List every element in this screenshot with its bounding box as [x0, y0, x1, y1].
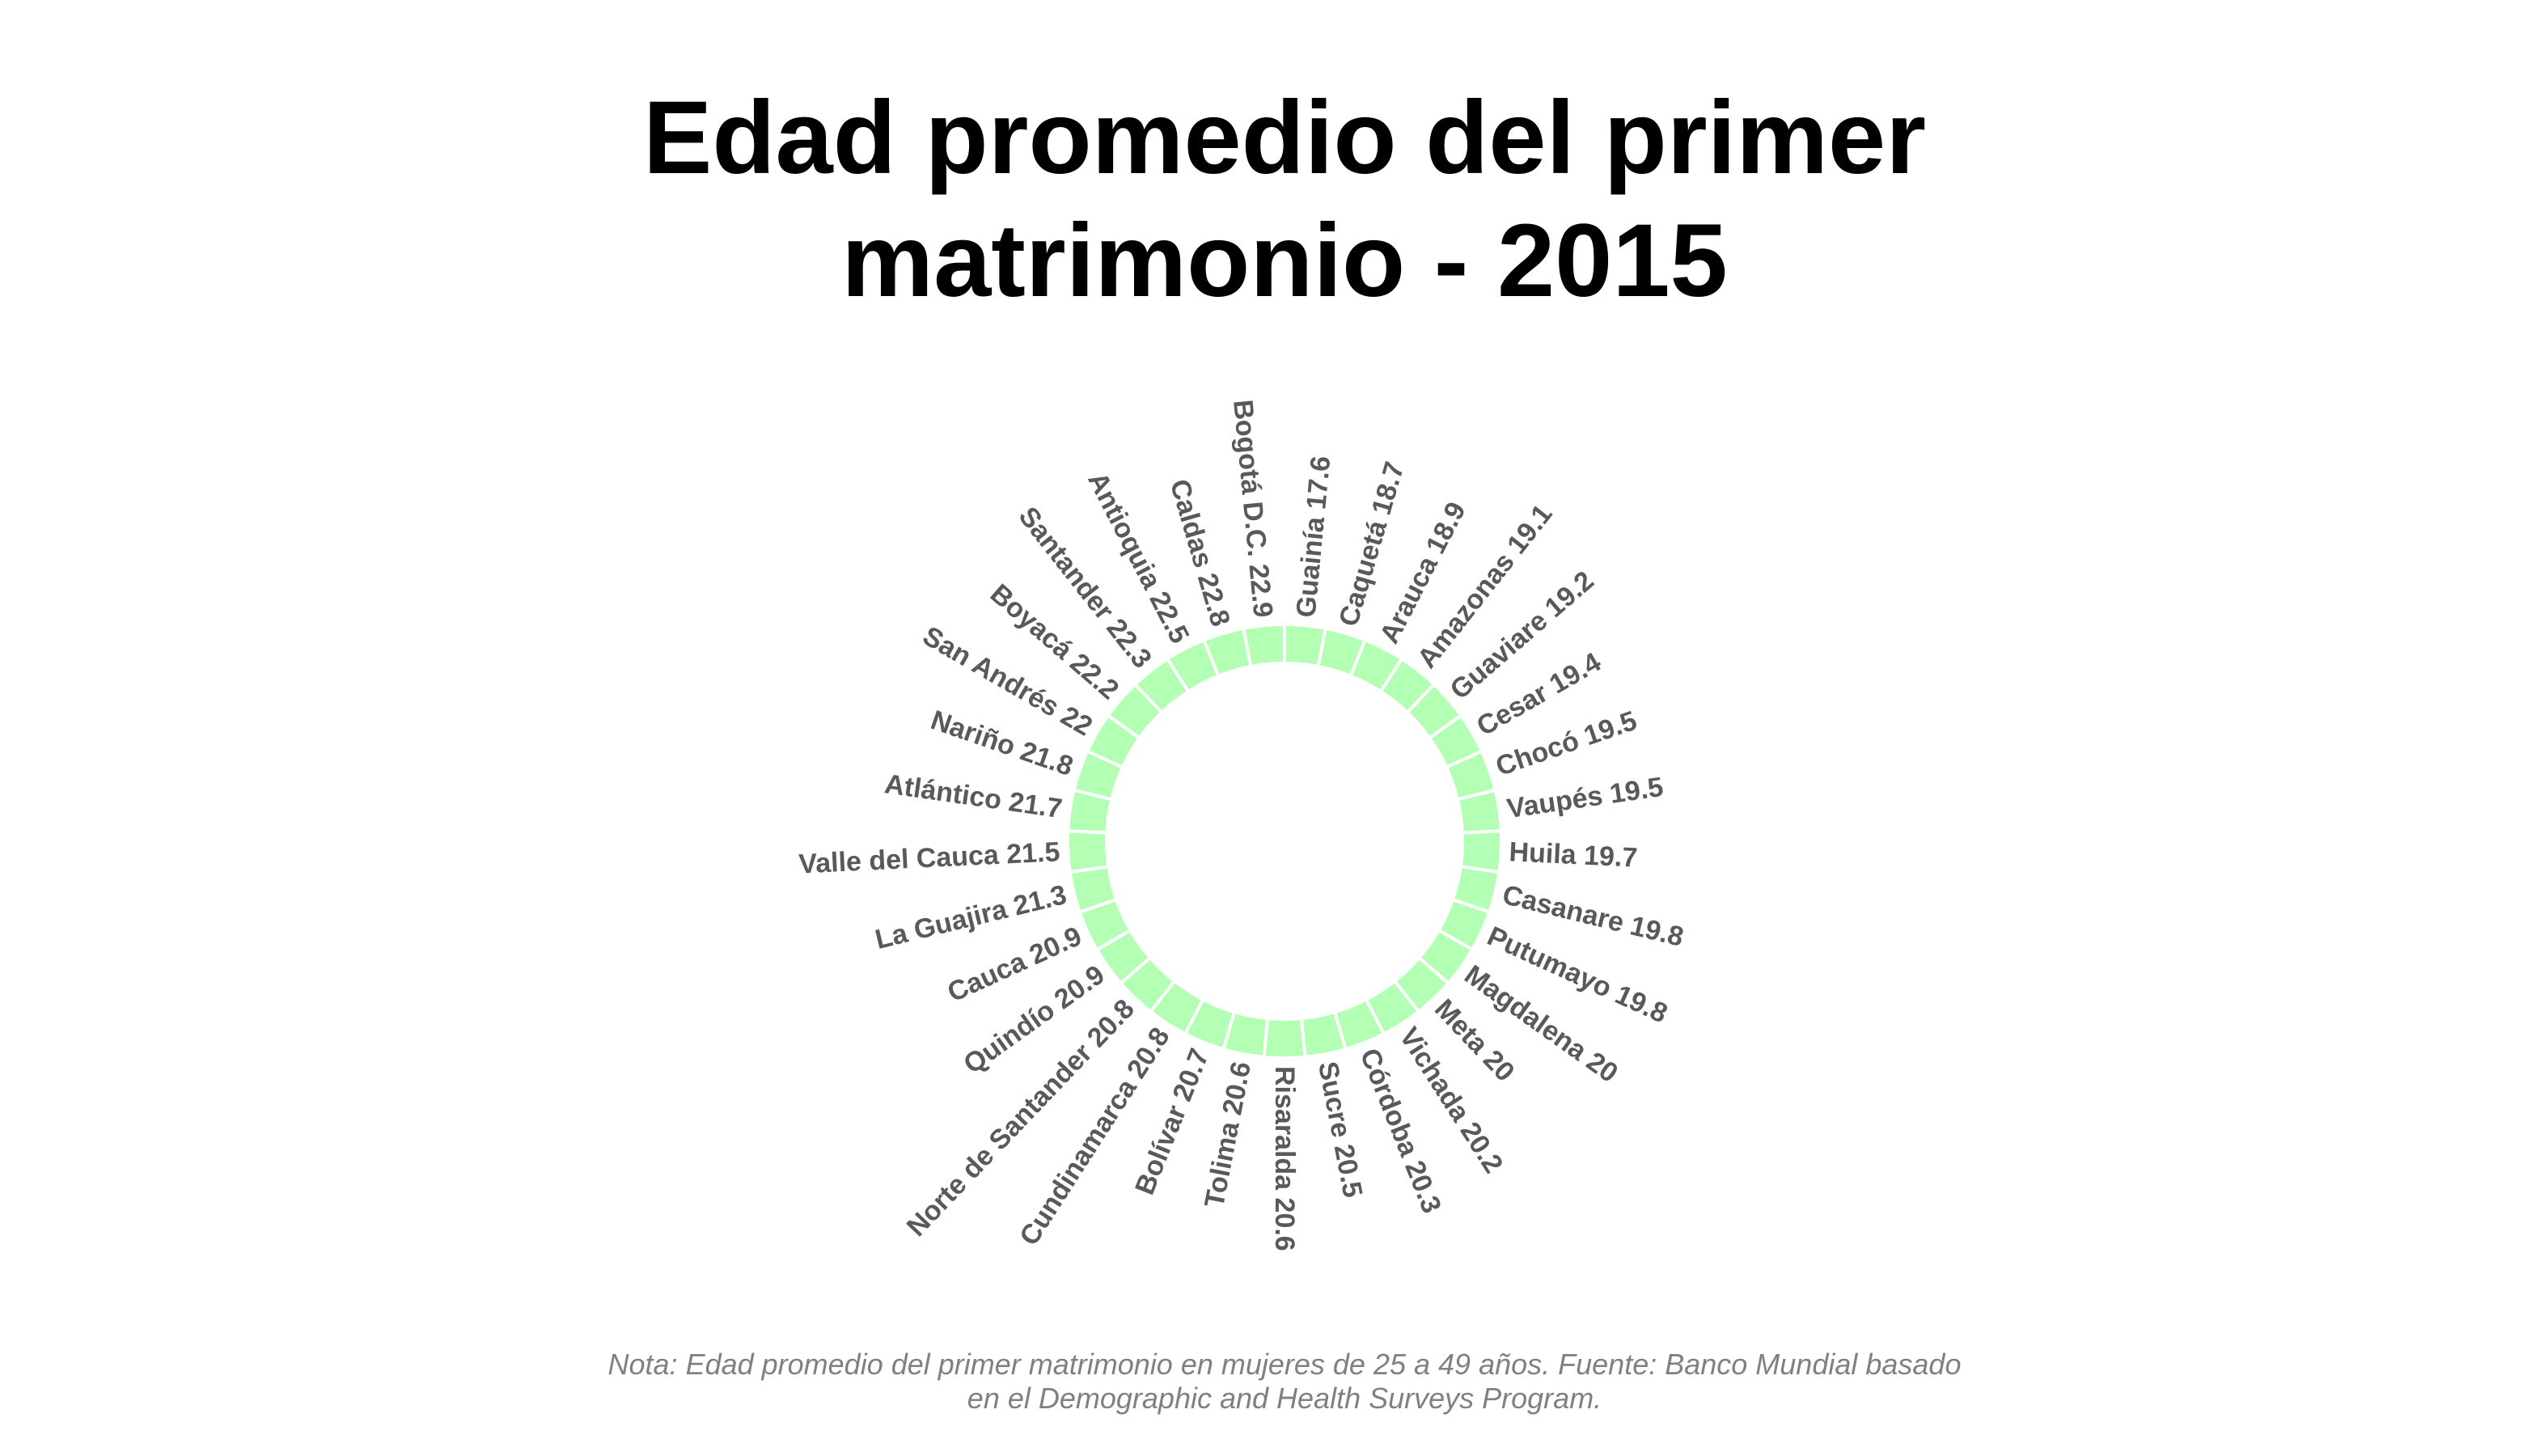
chart-title-line-2: matrimonio - 2015	[841, 203, 1728, 319]
bar-label: Guainía 17.6	[1291, 455, 1337, 619]
bar-label: Sucre 20.5	[1312, 1059, 1369, 1200]
bar-segment	[1065, 829, 1111, 874]
bar-label: Vaupés 19.5	[1505, 772, 1665, 824]
chart-note: Nota: Edad promedio del primer matrimoni…	[0, 1348, 2548, 1416]
bars-layer	[1065, 622, 1504, 1060]
bar-segment	[1241, 622, 1286, 669]
chart-title-line-1: Edad promedio del primer	[642, 80, 1927, 196]
bar-label: Risaralda 20.6	[1269, 1066, 1300, 1251]
chart-note-line-2: en el Demographic and Health Surveys Pro…	[967, 1382, 1602, 1415]
bar-segment	[1455, 788, 1503, 835]
bar-label: Atlántico 21.7	[882, 768, 1064, 824]
bar-label: Tolima 20.6	[1199, 1059, 1257, 1210]
bar-label: Huila 19.7	[1509, 836, 1638, 874]
chart-title: Edad promedio del primer matrimonio - 20…	[0, 77, 2548, 323]
bar-label: Bogotá D.C. 22.9	[1227, 399, 1279, 620]
bar-label: Valle del Cauca 21.5	[798, 836, 1061, 879]
chart-note-line-1: Nota: Edad promedio del primer matrimoni…	[607, 1348, 1962, 1381]
bar-segment	[1262, 1016, 1307, 1060]
